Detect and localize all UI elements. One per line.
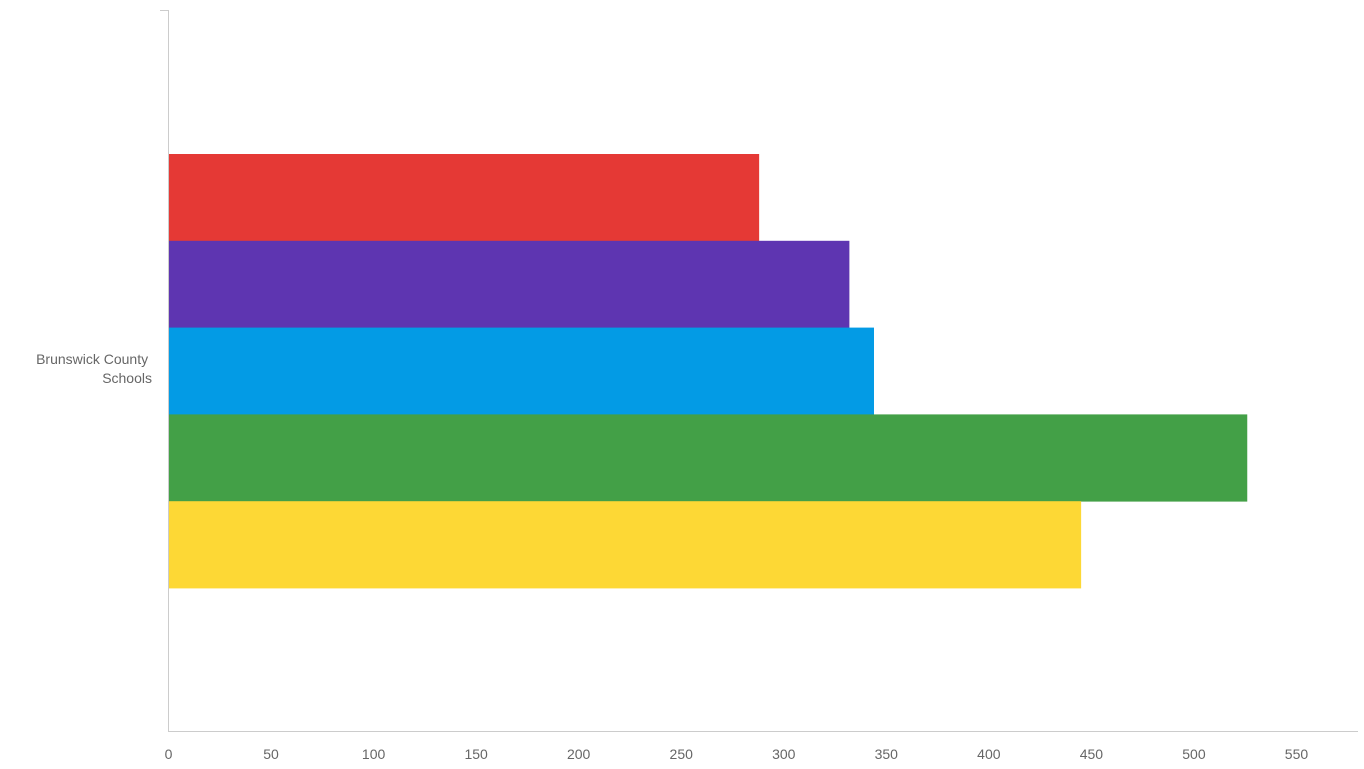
x-tick-label: 550 xyxy=(1285,746,1309,762)
bar-3 xyxy=(168,327,874,415)
x-tick-label: 450 xyxy=(1080,746,1104,762)
x-tick-label: 500 xyxy=(1182,746,1206,762)
x-tick-label: 100 xyxy=(362,746,386,762)
category-label-line-2: Schools xyxy=(102,370,152,386)
x-tick-label: 50 xyxy=(263,746,279,762)
x-ticks-layer: 0 50 100 150 200 250 300 350 400 450 500 550 xyxy=(165,746,1309,762)
x-tick-label: 350 xyxy=(875,746,899,762)
bar-1 xyxy=(168,154,760,242)
category-label: Brunswick County Schools xyxy=(36,351,152,386)
x-tick-label: 0 xyxy=(165,746,173,762)
bar-4 xyxy=(168,414,1248,502)
bar-5 xyxy=(168,501,1082,589)
x-tick-label: 150 xyxy=(464,746,488,762)
bars-layer xyxy=(168,154,1248,589)
bar-2 xyxy=(168,240,850,328)
x-tick-label: 400 xyxy=(977,746,1001,762)
x-tick-label: 200 xyxy=(567,746,591,762)
x-tick-label: 250 xyxy=(670,746,694,762)
x-tick-label: 300 xyxy=(772,746,796,762)
category-label-line-1: Brunswick County xyxy=(36,351,148,367)
